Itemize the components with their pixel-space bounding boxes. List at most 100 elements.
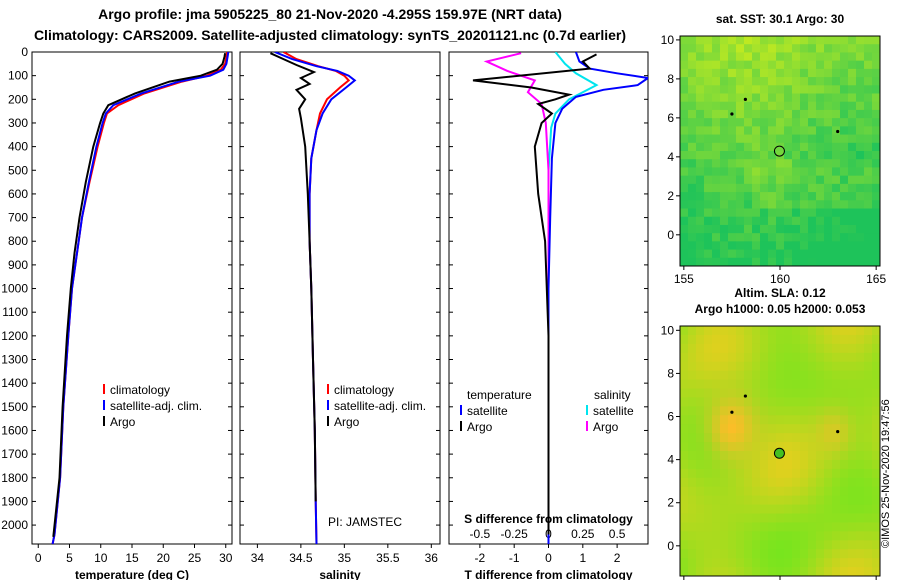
heatmap-cell	[768, 549, 777, 559]
heatmap-cell	[832, 241, 841, 251]
heatmap-cell	[784, 504, 793, 515]
depth-tick-label: 1500	[1, 400, 28, 414]
heatmap-cell	[704, 183, 713, 193]
heatmap-cell	[752, 159, 761, 169]
heatmap-cell	[800, 257, 809, 266]
panel-temperature: 0 5 10 15 20 25 30 temperature (deg C) 0 100 200 30…	[1, 45, 232, 580]
heatmap-cell	[696, 513, 705, 524]
heatmap-cell	[696, 167, 705, 177]
heatmap-cell	[824, 233, 833, 242]
heatmap-cell	[752, 52, 761, 62]
heatmap-cell	[816, 208, 825, 218]
heatmap-cell	[824, 415, 833, 425]
heatmap-cell	[824, 495, 833, 506]
heatmap-cell	[704, 415, 713, 425]
heatmap-cell	[768, 477, 777, 488]
heatmap-cell	[864, 326, 873, 336]
heatmap-cell	[728, 118, 737, 127]
heatmap-cell	[832, 52, 841, 62]
heatmap-cell	[744, 101, 753, 111]
heatmap-cell	[680, 118, 689, 127]
heatmap-cell	[696, 142, 705, 152]
heatmap-cell	[760, 397, 769, 407]
heatmap-cell	[808, 44, 817, 54]
heatmap-cell	[720, 370, 729, 381]
heatmap-cell	[792, 486, 801, 497]
heatmap-cell	[872, 442, 880, 452]
heatmap-cell	[704, 451, 713, 461]
heatmap-cell	[768, 504, 777, 515]
heatmap-cell	[776, 208, 785, 218]
heatmap-cell	[792, 224, 801, 234]
heatmap-cell	[696, 159, 705, 169]
heatmap-cell	[704, 151, 713, 160]
heatmap-cell	[688, 77, 697, 86]
heatmap-cell	[728, 257, 737, 266]
heatmap-cell	[800, 540, 809, 550]
heatmap-cell	[800, 77, 809, 86]
heatmap-cell	[712, 142, 721, 152]
heatmap-cell	[768, 468, 777, 479]
heatmap-cell	[800, 175, 809, 185]
heatmap-cell	[680, 468, 689, 479]
heatmap-cell	[800, 451, 809, 461]
difference-series-t-argo	[472, 53, 597, 535]
heatmap-cell	[864, 233, 873, 242]
heatmap-cell	[776, 151, 785, 160]
heatmap-cell	[712, 361, 721, 372]
heatmap-cell	[704, 379, 713, 390]
island-dot	[836, 430, 840, 434]
heatmap-cell	[800, 85, 809, 95]
heatmap-cell	[712, 540, 721, 550]
heatmap-cell	[704, 504, 713, 515]
heatmap-cell	[728, 175, 737, 185]
heatmap-cell	[792, 68, 801, 78]
heatmap-cell	[840, 468, 849, 479]
heatmap-cell	[816, 167, 825, 177]
heatmap-cell	[688, 85, 697, 95]
heatmap-cell	[688, 531, 697, 541]
heatmap-cell	[840, 175, 849, 185]
difference-xtick-label: -2	[475, 551, 486, 565]
title-line-1: Argo profile: jma 5905225_80 21-Nov-2020…	[98, 6, 562, 22]
depth-tick-label: 1700	[1, 447, 28, 461]
heatmap-cell	[848, 257, 857, 266]
heatmap-cell	[704, 126, 713, 136]
heatmap-cell	[720, 397, 729, 407]
heatmap-cell	[696, 388, 705, 399]
heatmap-cell	[776, 424, 785, 434]
heatmap-cell	[760, 216, 769, 226]
heatmap-cell	[856, 36, 865, 45]
heatmap-cell	[712, 126, 721, 136]
heatmap-cell	[824, 60, 833, 70]
heatmap-cell	[744, 424, 753, 434]
heatmap-cell	[704, 567, 713, 576]
heatmap-cell	[832, 216, 841, 226]
heatmap-cell	[800, 567, 809, 576]
heatmap-cell	[816, 451, 825, 461]
heatmap-cell	[688, 175, 697, 185]
heatmap-cell	[680, 513, 689, 524]
heatmap-cell	[792, 442, 801, 452]
heatmap-cell	[776, 379, 785, 390]
heatmap-cell	[768, 459, 777, 470]
heatmap-cell	[792, 352, 801, 363]
heatmap-cell	[832, 424, 841, 434]
heatmap-cell	[792, 379, 801, 390]
depth-tick-label: 1800	[1, 471, 28, 485]
heatmap-cell	[792, 388, 801, 399]
heatmap-cell	[760, 504, 769, 515]
heatmap-cell	[680, 343, 689, 354]
heatmap-cell	[816, 109, 825, 119]
heatmap-cell	[728, 379, 737, 390]
heatmap-cell	[824, 101, 833, 111]
heatmap-cell	[832, 459, 841, 470]
heatmap-cell	[872, 126, 880, 136]
heatmap-cell	[744, 522, 753, 532]
heatmap-cell	[784, 388, 793, 399]
heatmap-cell	[808, 118, 817, 127]
heatmap-cell	[688, 504, 697, 515]
heatmap-cell	[736, 549, 745, 559]
heatmap-cell	[752, 567, 761, 576]
temperature-xtick-label: 25	[188, 551, 202, 565]
